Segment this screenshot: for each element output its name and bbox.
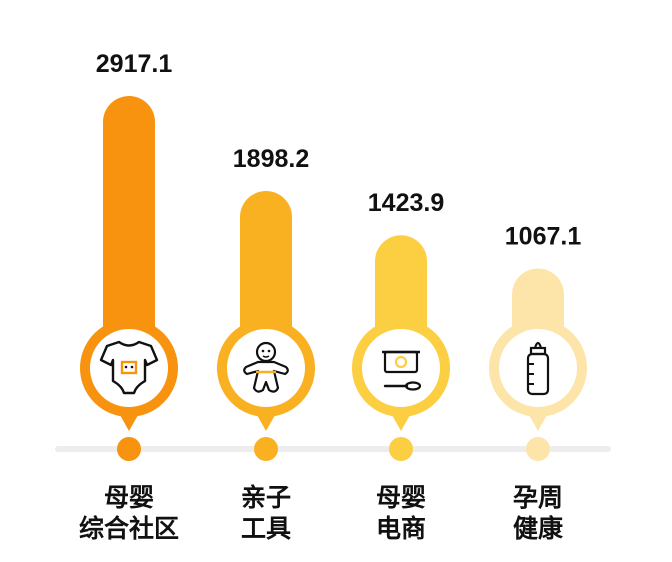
category-label: 母婴	[376, 483, 426, 512]
value-label: 2917.1	[96, 50, 173, 78]
category-label: 健康	[513, 514, 564, 543]
icon-badge	[80, 319, 178, 417]
baby-toy-icon	[243, 341, 289, 393]
marker-pointer	[529, 415, 547, 431]
axis-dot	[526, 437, 550, 461]
axis-dot	[254, 437, 278, 461]
category-label: 电商	[376, 514, 426, 543]
category-label: 母婴	[104, 483, 154, 512]
icon-badge	[489, 319, 587, 417]
category-label: 综合社区	[79, 514, 179, 543]
axis-dot	[117, 437, 141, 461]
marker-pointer	[257, 415, 275, 431]
axis-dot	[389, 437, 413, 461]
value-label: 1423.9	[368, 189, 444, 217]
value-label: 1898.2	[233, 145, 309, 173]
bar-1	[103, 96, 155, 378]
icon-badge	[217, 319, 315, 417]
baby-bottle-icon	[526, 341, 550, 396]
marker-pointer	[392, 415, 410, 431]
value-label: 1067.1	[505, 223, 582, 251]
baby-bodysuit-icon	[99, 340, 159, 395]
marker-pointer	[120, 415, 138, 431]
category-label: 孕周	[513, 483, 563, 512]
category-label: 亲子	[241, 483, 291, 512]
baby-food-bowl-icon	[382, 350, 422, 391]
category-label: 工具	[241, 514, 291, 543]
